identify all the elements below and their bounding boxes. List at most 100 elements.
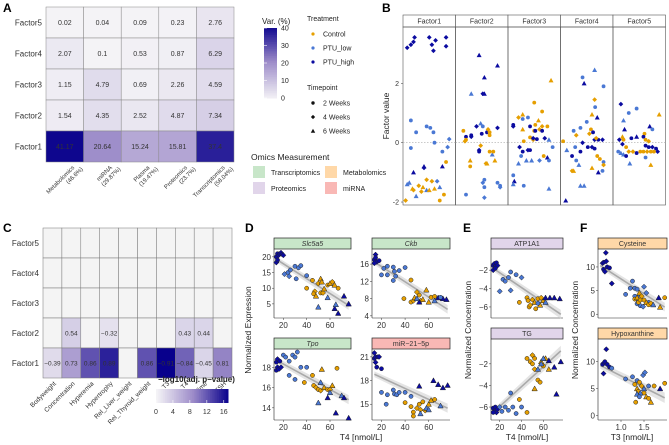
cell-value: 1.54: [58, 113, 72, 120]
data-point: [648, 162, 654, 167]
colorbar-segment: [264, 66, 277, 69]
data-point: [510, 404, 516, 410]
data-point: [648, 149, 653, 154]
colorbar-segment: [264, 71, 277, 74]
colorbar-segment: [208, 389, 211, 403]
data-point: [620, 141, 625, 147]
colorbar-segment: [264, 38, 277, 41]
panel-label-d: D: [245, 221, 254, 235]
data-point: [546, 294, 554, 301]
data-point: [301, 380, 307, 385]
data-point: [304, 285, 310, 291]
data-point: [650, 301, 657, 308]
colorbar-segment: [163, 389, 166, 403]
facet-panel: [612, 26, 666, 206]
data-point: [519, 404, 524, 410]
colorbar-segment: [264, 45, 277, 48]
data-point: [298, 364, 304, 370]
facet-title: miR−21−5p: [393, 341, 429, 348]
data-point: [502, 404, 508, 410]
x-tick-label: 20: [495, 423, 504, 432]
data-point: [329, 278, 336, 285]
data-point: [373, 255, 378, 260]
data-point: [595, 154, 600, 158]
panel-label-f: F: [580, 221, 587, 235]
data-point: [616, 137, 622, 143]
omics-measurement-legend: Omics Measurement Transcriptomics Metabolo…: [251, 152, 387, 194]
data-point: [533, 123, 538, 127]
colorbar-tick-label: 16: [220, 409, 228, 416]
column-label: Proteomics(23.7%): [164, 162, 198, 196]
row-label: Factor5: [12, 239, 40, 248]
heatmap-cell: [193, 227, 214, 259]
legend-swatch-metabolomics: [325, 166, 337, 178]
colorbar-segment: [170, 389, 173, 403]
colorbar-segment: [211, 389, 215, 403]
legend-swatch-transcriptomics: [253, 166, 265, 178]
data-point: [275, 257, 280, 263]
y-tick-label: 0: [591, 412, 596, 421]
cell-value: 0.89: [103, 361, 116, 368]
colorbar-segment: [175, 389, 179, 403]
y-tick-label: 21: [360, 353, 369, 362]
regression-line: [599, 364, 666, 399]
y-tick-label: 10: [262, 284, 271, 293]
data-point: [511, 178, 517, 184]
data-point: [602, 249, 609, 256]
cell-value: 7.34: [208, 113, 222, 120]
facet-strip: [597, 237, 668, 250]
colorbar-segment: [264, 28, 277, 31]
colorbar-segment: [206, 389, 209, 403]
cell-value: 0.73: [65, 361, 78, 368]
data-point: [426, 187, 432, 193]
data-point: [468, 164, 473, 169]
data-point: [396, 268, 402, 273]
data-point: [335, 285, 341, 291]
cell-value: 6.29: [208, 51, 222, 58]
regression-line: [374, 373, 448, 409]
data-point: [480, 124, 485, 129]
data-point: [442, 192, 446, 197]
data-point: [650, 144, 655, 150]
colorbar-segment: [157, 389, 161, 403]
data-point: [535, 117, 541, 123]
data-point: [550, 145, 555, 150]
heatmap-cell: [193, 287, 214, 319]
cell-value: 0.23: [171, 20, 185, 27]
x-tick-label: 60: [424, 423, 433, 432]
data-point: [482, 195, 487, 200]
data-point: [634, 151, 639, 155]
y-axis-label: Normalized Expression: [243, 286, 253, 374]
heatmap-cell: [80, 317, 100, 349]
data-point: [656, 303, 664, 310]
y-tick-label: 2: [395, 81, 399, 88]
data-point: [600, 137, 605, 143]
data-point: [584, 120, 589, 124]
data-point: [589, 165, 595, 170]
data-point: [519, 154, 524, 158]
data-point: [445, 144, 450, 150]
heatmap-cell: [196, 99, 235, 132]
regression-line: [599, 264, 666, 308]
cell-value: 4.79: [96, 82, 110, 89]
data-point: [601, 268, 608, 275]
data-point: [624, 145, 629, 150]
data-point: [530, 135, 536, 141]
data-point: [544, 155, 550, 160]
y-tick-label: 18: [360, 377, 369, 386]
data-point: [513, 411, 519, 416]
data-point: [439, 384, 447, 391]
data-point: [444, 382, 451, 388]
cell-value: 4.35: [96, 113, 110, 120]
legend-label: 6 Weeks: [323, 129, 351, 136]
data-point: [553, 390, 560, 397]
data-point: [416, 382, 423, 389]
data-point: [402, 265, 408, 270]
data-point: [293, 276, 299, 282]
colorbar-segment: [264, 96, 277, 99]
data-point: [564, 147, 570, 153]
data-point: [574, 158, 579, 163]
colorbar-tick-label: 20: [281, 61, 289, 68]
x-tick-label: 40: [401, 423, 410, 432]
data-point: [412, 35, 417, 40]
